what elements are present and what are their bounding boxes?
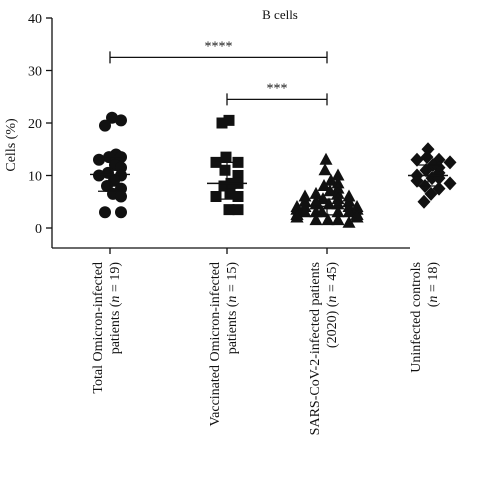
data-point-triangle (309, 205, 323, 218)
y-tick-label: 10 (28, 170, 42, 185)
x-category-label-segment: SARS-CoV-2-infected patients (308, 262, 323, 435)
x-category-label-line: (n = 18) (426, 262, 441, 308)
data-point-square (219, 164, 231, 176)
data-point-square (232, 191, 244, 202)
x-category-label-segment: Vaccinated Omicron-infected (208, 262, 223, 426)
data-point-triangle (319, 152, 333, 165)
data-point-triangle (331, 205, 345, 218)
x-category-label-segment: = 45) (325, 262, 340, 296)
x-category-label-segment: Total Omicron-infected (91, 262, 106, 394)
x-category-label-line: Uninfected controls (409, 262, 424, 373)
x-category-label-line: Total Omicron-infected (91, 262, 106, 394)
y-tick-label: 40 (28, 12, 42, 27)
significance-label: **** (205, 39, 233, 54)
data-point-square (223, 204, 235, 216)
data-point-diamond (417, 194, 431, 209)
data-point-triangle (316, 192, 330, 205)
data-point-triangle (290, 210, 304, 223)
x-category-label: SARS-CoV-2-infected patients (2020) (n = … (308, 262, 340, 436)
data-point-diamond (425, 171, 439, 186)
data-point-diamond (443, 176, 457, 191)
x-category-label-line: patients (n = 15) (225, 262, 240, 355)
x-category-label-segment: patients ( (225, 302, 240, 354)
data-point-triangle (317, 179, 331, 191)
data-point-diamond (424, 186, 438, 201)
data-point-square (232, 170, 244, 181)
data-point-triangle (318, 163, 332, 176)
data-point-circle (93, 169, 105, 182)
data-point-circle (99, 206, 111, 219)
data-point-diamond (420, 150, 434, 165)
x-category-label-line: patients (n = 19) (108, 262, 123, 355)
x-category-label-segment: (2020) ( (325, 302, 340, 348)
data-point-square (216, 117, 228, 129)
data-point-triangle (350, 210, 364, 223)
data-point-diamond (419, 163, 433, 178)
data-point-diamond (410, 152, 424, 167)
x-category-label-line: SARS-CoV-2-infected patients (308, 262, 323, 435)
x-category-label-segment: = 18) (426, 262, 441, 296)
data-point-square (223, 114, 235, 126)
data-point-triangle (342, 205, 356, 218)
data-point-circle (106, 111, 118, 124)
chart-title: B cells (262, 7, 298, 22)
data-point-triangle (321, 213, 335, 226)
x-category-label-segment: = 19) (108, 262, 123, 296)
data-point-diamond (432, 171, 446, 186)
x-category-label-segment: n (108, 296, 123, 303)
data-point-square (218, 180, 230, 192)
data-point-triangle (298, 205, 312, 218)
data-point-diamond (443, 155, 457, 170)
data-point-triangle (342, 215, 356, 228)
x-category-label-segment: patients ( (108, 302, 123, 354)
y-tick-label: 30 (28, 65, 42, 80)
data-point-circle (93, 153, 105, 166)
data-point-triangle (324, 173, 338, 186)
data-point-circle (115, 190, 127, 203)
y-tick-label: 0 (35, 222, 42, 237)
data-point-circle (115, 206, 127, 219)
data-point-square (224, 188, 236, 200)
x-category-label-segment: = 15) (225, 262, 240, 296)
x-category-label-line: Vaccinated Omicron-infected (208, 262, 223, 426)
x-category-label-segment: n (225, 296, 240, 303)
x-category-label-segment: ( (426, 302, 441, 307)
x-category-label-line: (2020) (n = 45) (325, 262, 340, 348)
data-point-square (220, 151, 232, 163)
data-point-square (232, 204, 244, 216)
y-tick-label: 20 (28, 117, 42, 132)
x-category-label: Vaccinated Omicron-infected patients (n =… (208, 262, 240, 427)
x-category-label-segment: Uninfected controls (409, 262, 424, 373)
data-point-square (210, 191, 222, 202)
data-point-triangle (309, 213, 323, 226)
x-category-label-segment: n (426, 296, 441, 303)
x-category-label: Total Omicron-infected patients (n = 19) (91, 262, 123, 394)
significance-label: *** (267, 81, 288, 96)
data-point-triangle (331, 168, 345, 181)
data-point-triangle (331, 213, 345, 226)
y-axis-label: Cells (%) (4, 118, 19, 172)
x-category-label-segment: n (325, 296, 340, 303)
data-point-triangle (309, 186, 323, 199)
data-point-circle (115, 114, 127, 127)
x-category-label: Uninfected controls (n = 18) (409, 262, 441, 373)
data-point-circle (99, 119, 111, 132)
data-point-triangle (323, 184, 337, 197)
